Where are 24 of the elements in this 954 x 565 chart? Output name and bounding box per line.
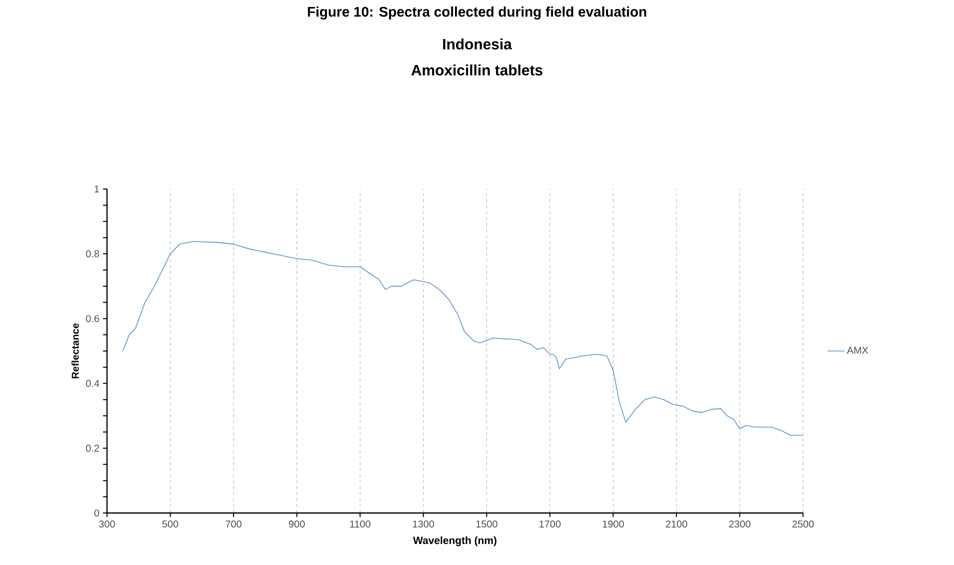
x-axis-title: Wavelength (nm) xyxy=(413,536,496,546)
x-tick-label: 700 xyxy=(226,520,242,528)
y-axis-title: Reflectance xyxy=(72,323,79,378)
chart-title: Indonesia xyxy=(443,38,512,50)
y-tick-label: 0 xyxy=(94,509,100,517)
x-tick-label: 1900 xyxy=(602,520,624,528)
x-tick-label: 500 xyxy=(162,520,178,528)
x-tick-label: 1100 xyxy=(350,520,370,528)
y-tick-label: 0.4 xyxy=(86,380,100,387)
caption: Figure 10: Spectra collected during field evaluation xyxy=(308,6,646,20)
y-tick-label: 1 xyxy=(94,186,100,192)
x-tick-label: 900 xyxy=(288,520,305,528)
x-tick-label: 1300 xyxy=(413,520,434,528)
x-tick-label: 1700 xyxy=(540,520,561,528)
y-tick-label: 0.8 xyxy=(86,250,100,258)
x-tick-label: 2500 xyxy=(792,520,814,528)
x-tick-label: 300 xyxy=(99,520,115,528)
y-tick-label: 0.6 xyxy=(86,315,100,322)
legend-label: AMX xyxy=(846,346,868,354)
x-tick-label: 1500 xyxy=(476,520,498,528)
y-tick-label: 0.2 xyxy=(86,444,100,452)
x-tick-label: 2100 xyxy=(666,520,688,528)
chart-subtitle: Amoxicillin tablets xyxy=(411,64,542,76)
x-tick-label: 2300 xyxy=(729,520,750,528)
